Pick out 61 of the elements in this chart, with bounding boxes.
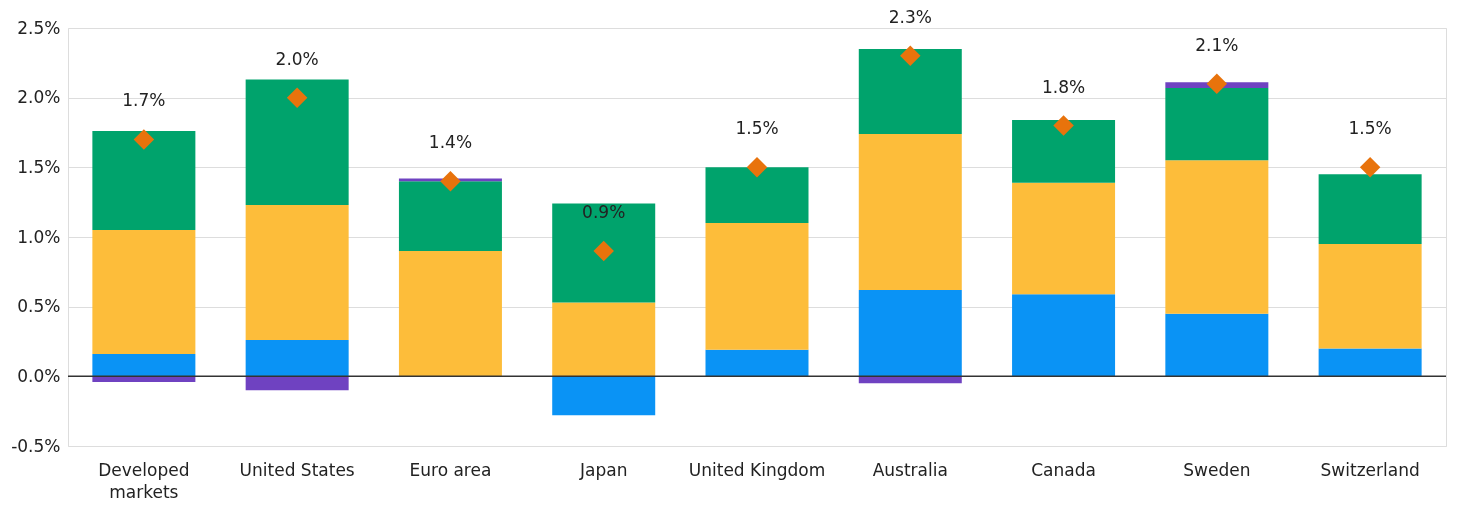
- y-tick-label: 0.0%: [17, 365, 61, 386]
- bar: [858, 48, 962, 134]
- data-label: 2.0%: [275, 48, 319, 69]
- data-label: 1.8%: [1041, 76, 1086, 97]
- bar: [552, 376, 656, 416]
- bar: [245, 376, 349, 391]
- data-label: 1.5%: [1348, 118, 1392, 139]
- point: [286, 87, 308, 108]
- bar: [705, 223, 809, 350]
- data-label: 1.5%: [735, 118, 779, 139]
- bar: [858, 289, 962, 377]
- x-tick-label: United Kingdom: [688, 459, 826, 480]
- bar: [92, 131, 196, 231]
- x-tick-label: Developed markets: [98, 459, 190, 502]
- x-tick-label: Japan: [579, 459, 628, 480]
- point: [1053, 115, 1074, 136]
- y-tick-label: 1.5%: [17, 156, 61, 177]
- y-tick-label: 0.5%: [17, 296, 61, 317]
- bar: [1165, 160, 1269, 314]
- bar: [1318, 348, 1422, 377]
- point: [1359, 157, 1381, 178]
- x-tick-label: Euro area: [409, 459, 492, 480]
- bar: [245, 204, 349, 341]
- data-label: 1.4%: [428, 132, 473, 153]
- point: [1206, 73, 1228, 94]
- bar: [1012, 119, 1116, 183]
- bar: [398, 181, 502, 251]
- point: [746, 157, 768, 178]
- y-tick-label: 2.0%: [17, 87, 61, 108]
- data-label: 2.1%: [1195, 34, 1239, 55]
- bar: [92, 354, 196, 377]
- bar: [1165, 313, 1269, 377]
- bar: [705, 349, 809, 377]
- x-tick-label: Australia: [872, 459, 948, 480]
- y-tick-label: 1.0%: [17, 226, 61, 247]
- point: [593, 240, 614, 262]
- y-tick-label: 2.5%: [17, 17, 61, 38]
- data-label: 1.7%: [122, 90, 166, 111]
- bar: [705, 167, 809, 224]
- bar: [1165, 87, 1269, 161]
- bar: [552, 203, 656, 303]
- data-label: 0.9%: [582, 201, 626, 222]
- y-tick-label: -0.5%: [11, 435, 61, 456]
- point: [900, 45, 921, 67]
- x-tick-label: Canada: [1031, 459, 1096, 480]
- x-tick-label: United States: [239, 459, 355, 480]
- bar: [1318, 243, 1422, 349]
- x-tick-label: Sweden: [1183, 459, 1251, 480]
- bar: [92, 230, 196, 355]
- bar: [245, 340, 349, 377]
- point: [133, 129, 155, 150]
- bar: [245, 79, 349, 205]
- x-tick-label: Switzerland: [1320, 459, 1420, 480]
- point: [440, 171, 461, 192]
- data-label: 2.3%: [888, 6, 932, 27]
- bar: [1012, 294, 1116, 377]
- bar: [1318, 174, 1422, 244]
- bar: [858, 133, 962, 290]
- bar: [1012, 182, 1116, 295]
- bar: [398, 250, 502, 377]
- bar: [552, 302, 656, 377]
